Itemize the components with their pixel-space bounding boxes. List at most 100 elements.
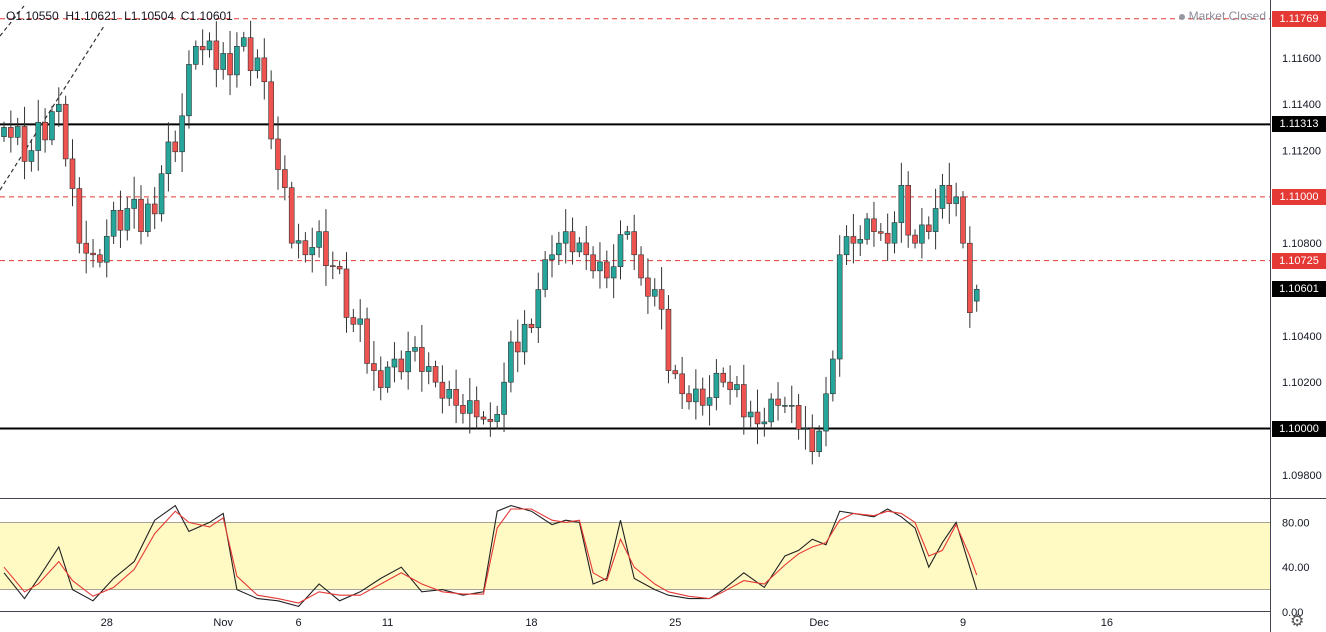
oscillator-tick-label: 80.00	[1282, 517, 1310, 529]
candle-body	[487, 418, 494, 422]
candle-body	[282, 169, 288, 188]
candle-body	[62, 103, 69, 160]
candle-body	[658, 289, 665, 310]
stochastic-series-line	[3, 508, 978, 604]
candle-body	[172, 141, 179, 153]
candle-body	[939, 185, 946, 209]
candle-body	[590, 254, 596, 272]
candle-body	[323, 231, 329, 266]
candle-body	[843, 236, 850, 256]
candle-body	[665, 308, 672, 371]
candle-body	[302, 240, 309, 256]
candle-body	[295, 240, 302, 244]
status-dot-icon	[1178, 13, 1185, 20]
candle-body	[795, 405, 802, 430]
candle-body	[802, 428, 809, 430]
candle-body	[480, 416, 487, 420]
candle-body	[377, 370, 384, 388]
candle-body	[693, 388, 699, 403]
candle-body	[151, 203, 158, 215]
candle-body	[960, 196, 966, 244]
oscillator-tick-label: 40.00	[1282, 562, 1310, 574]
candle-body	[912, 234, 918, 244]
market-status: Market Closed	[1178, 9, 1266, 23]
candle-body	[884, 232, 891, 244]
candle-body	[145, 203, 151, 232]
candle-body	[21, 126, 28, 162]
candle-body	[706, 397, 713, 406]
candle-body	[391, 358, 398, 368]
candle-body	[542, 259, 548, 290]
candle-body	[905, 185, 912, 236]
candle-body	[419, 347, 425, 372]
candle-body	[398, 358, 405, 373]
time-tick-label: 16	[1101, 617, 1113, 629]
candle-body	[549, 254, 555, 260]
candle-body	[412, 347, 418, 352]
price-tick-label: 1.10200	[1282, 377, 1322, 389]
price-tick-label: 1.10400	[1282, 331, 1322, 343]
candle-body	[864, 218, 870, 240]
candle-body	[179, 115, 185, 153]
candle-body	[857, 239, 864, 244]
candle-body	[14, 126, 21, 138]
trend-channel[interactable]	[0, 5, 105, 191]
candle-body	[638, 254, 644, 279]
price-tick-label: 1.11600	[1282, 53, 1321, 65]
candle-body	[597, 261, 603, 272]
candle-body	[508, 341, 514, 383]
candle-body	[651, 289, 658, 297]
candle-body	[686, 393, 692, 403]
candle-body	[617, 234, 624, 267]
candle-body	[734, 384, 740, 390]
candle-body	[97, 254, 103, 263]
candle-body	[364, 318, 370, 364]
candle-body	[809, 428, 816, 452]
gear-icon[interactable]: ⚙	[1290, 613, 1305, 630]
trend-line-lower[interactable]	[0, 25, 105, 191]
candle-body	[610, 266, 617, 279]
candle-body	[83, 242, 89, 254]
candle-body	[494, 414, 501, 422]
candle-body	[131, 198, 137, 209]
candle-body	[761, 421, 768, 425]
candle-body	[240, 37, 247, 47]
candle-body	[213, 40, 220, 70]
price-tag: 1.11769	[1272, 10, 1326, 27]
candle-body	[329, 265, 336, 267]
candle-body	[460, 405, 466, 414]
candle-body	[103, 235, 110, 263]
candle-body	[55, 103, 62, 112]
candle-body	[775, 398, 781, 406]
candle-body	[69, 158, 76, 189]
candle-body	[583, 242, 590, 256]
time-tick-label: Nov	[213, 617, 233, 629]
candle-body	[535, 289, 542, 329]
candle-body	[350, 317, 357, 325]
candle-body	[830, 358, 836, 395]
candle-body	[967, 242, 973, 313]
candle-body	[90, 252, 96, 256]
candle-body	[432, 366, 439, 383]
candle-body	[35, 121, 42, 151]
candle-body	[562, 231, 569, 244]
candle-body	[576, 242, 583, 253]
candle-body	[720, 372, 727, 383]
candle-body	[556, 242, 562, 256]
candle-body	[672, 370, 679, 375]
candle-body	[425, 366, 432, 372]
candle-body	[336, 266, 343, 270]
time-tick-label: 11	[382, 617, 393, 629]
candle-body	[316, 231, 322, 248]
price-tag: 1.10000	[1272, 420, 1326, 437]
candle-body	[357, 318, 364, 325]
candle-body	[227, 53, 233, 76]
candle-body	[193, 46, 199, 65]
horizontal-levels[interactable]	[0, 18, 1270, 430]
candle-body	[206, 40, 213, 51]
candle-body	[247, 37, 254, 72]
price-tag: 1.10725	[1272, 252, 1326, 269]
candle-body	[124, 208, 131, 231]
